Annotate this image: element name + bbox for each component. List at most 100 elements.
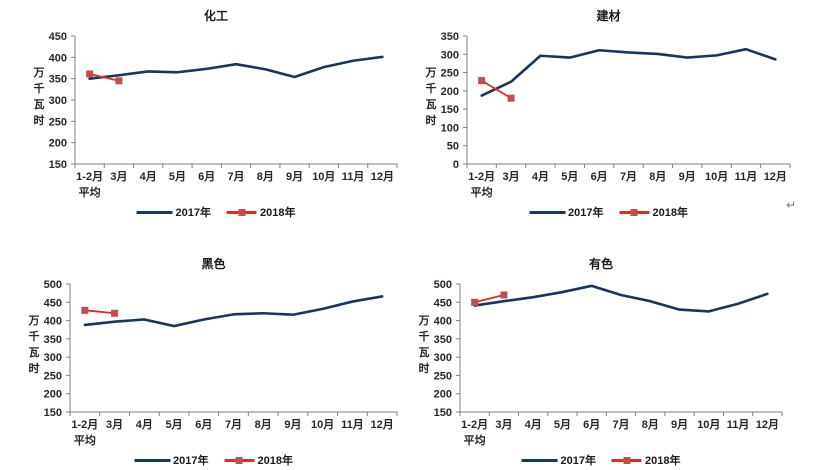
x-tick-label: 11月: [727, 418, 750, 431]
legend-label-2017: 2017年: [568, 207, 604, 219]
x-tick-label: 8月: [649, 170, 666, 183]
legend-item-2017: 2017年: [529, 204, 604, 220]
x-tick-label: 10月: [697, 418, 720, 431]
x-tick-label: 平均: [464, 433, 486, 447]
y-axis-title-char: 千: [426, 81, 437, 95]
x-tick-label: 7月: [225, 418, 242, 431]
series-2017-line: [480, 47, 777, 97]
y-axis-title-char: 时: [419, 361, 430, 375]
x-tick-label: 1-2月: [468, 170, 495, 183]
series-2017-line: [473, 284, 769, 313]
x-tick-label: 11月: [735, 170, 758, 183]
x-tick-label: 4月: [532, 170, 549, 183]
x-tick-label: 8月: [257, 170, 274, 183]
paragraph-mark: ↵: [786, 198, 797, 212]
y-tick-label: 50: [447, 141, 459, 153]
x-tick-label: 11月: [341, 418, 364, 431]
legend-item-2018: 2018年: [619, 204, 688, 220]
y-tick-label: 200: [434, 389, 452, 401]
x-tick-label: 6月: [195, 418, 212, 431]
series-2018-line: [89, 73, 120, 82]
chart-cell-nonferrous: 有色 150 200 250 300 350 400 450 500 1-2月 平均 3月 4月 5月 6…: [410, 248, 820, 470]
y-tick-label: 300: [44, 352, 62, 364]
y-tick-label: 200: [441, 86, 459, 98]
y-tick-label: 400: [49, 52, 67, 64]
y-tick-label: 350: [49, 74, 67, 86]
y-tick-label: 200: [44, 389, 62, 401]
line-swatch-2017-icon: [134, 458, 171, 462]
y-tick-label: 200: [49, 138, 67, 150]
y-axis-title-char: 万: [28, 314, 40, 327]
legend-item-2018: 2018年: [224, 452, 293, 468]
y-tick-label: 250: [441, 68, 459, 80]
x-tick-label: 5月: [165, 418, 182, 431]
chart-title-chemical: 化工: [203, 9, 229, 23]
x-tick-label: 3月: [495, 418, 512, 431]
chart-legend: 2017年 2018年: [521, 452, 680, 468]
legend-label-2017: 2017年: [173, 455, 209, 467]
y-tick-label: 0: [453, 159, 459, 171]
y-tick-label: 250: [49, 116, 67, 128]
x-tick-label: 1-2月: [76, 170, 103, 183]
line-marker-swatch-2018-icon: [612, 456, 642, 464]
chart-title-building-materials: 建材: [596, 9, 621, 23]
x-tick-label: 6月: [591, 170, 608, 183]
series-2018-marker: [111, 309, 119, 317]
x-tick-label: 5月: [554, 418, 571, 431]
y-axis-title-char: 瓦: [426, 98, 437, 111]
legend-item-2017: 2017年: [136, 204, 211, 220]
y-axis-title-char: 时: [426, 113, 437, 127]
x-tick-label: 7月: [227, 170, 244, 183]
chart-title-nonferrous: 有色: [588, 257, 614, 271]
x-tick-label: 平均: [74, 433, 96, 447]
y-tick-label: 150: [44, 407, 62, 419]
y-tick-label: 500: [434, 279, 452, 291]
y-tick-label: 250: [434, 370, 452, 382]
legend-item-2017: 2017年: [134, 452, 209, 468]
y-tick-label: 400: [434, 316, 452, 328]
x-tick-label: 平均: [79, 185, 101, 199]
series-2018-line: [474, 294, 505, 304]
y-tick-label: 500: [44, 279, 62, 291]
series-2018-marker: [81, 306, 89, 314]
x-tick-label: 7月: [620, 170, 637, 183]
series-2018-marker: [507, 94, 515, 102]
x-tick-label: 8月: [642, 418, 659, 431]
y-axis-title-char: 时: [29, 361, 40, 375]
legend-label-2017: 2017年: [560, 455, 596, 467]
y-tick-label: 450: [44, 297, 62, 309]
square-marker-icon: [236, 456, 243, 464]
y-tick-label: 350: [44, 334, 62, 346]
series-2017-line: [83, 295, 384, 328]
line-marker-swatch-2018-icon: [224, 456, 255, 464]
series-2018-marker: [500, 291, 508, 299]
x-tick-label: 9月: [671, 418, 688, 431]
y-tick-label: 300: [441, 49, 459, 61]
series-2018-marker: [115, 77, 123, 85]
legend-label-2018: 2018年: [260, 207, 296, 219]
chart-legend: 2017年 2018年: [136, 204, 296, 220]
y-axis-title-char: 万: [425, 66, 437, 79]
x-tick-label: 3月: [502, 170, 519, 183]
x-tick-label: 4月: [525, 418, 542, 431]
y-axis-title-char: 千: [29, 329, 40, 343]
x-tick-label: 1-2月: [71, 418, 98, 431]
x-tick-label: 4月: [136, 418, 153, 431]
y-axis-title-char: 万: [418, 314, 430, 327]
series-2018-marker: [478, 77, 486, 85]
x-tick-label: 6月: [198, 170, 215, 183]
y-tick-label: 400: [44, 316, 62, 328]
y-axis-title-char: 瓦: [419, 346, 430, 359]
series-2018-line: [481, 79, 512, 99]
x-tick-label: 12月: [371, 418, 394, 431]
x-tick-label: 12月: [764, 170, 787, 183]
x-tick-label: 10月: [312, 170, 335, 183]
series-2017-line: [88, 55, 384, 80]
y-axis-title-char: 时: [34, 113, 45, 127]
y-tick-label: 350: [434, 334, 452, 346]
chart-title-ferrous: 黑色: [201, 257, 226, 271]
x-tick-label: 10月: [705, 170, 728, 183]
